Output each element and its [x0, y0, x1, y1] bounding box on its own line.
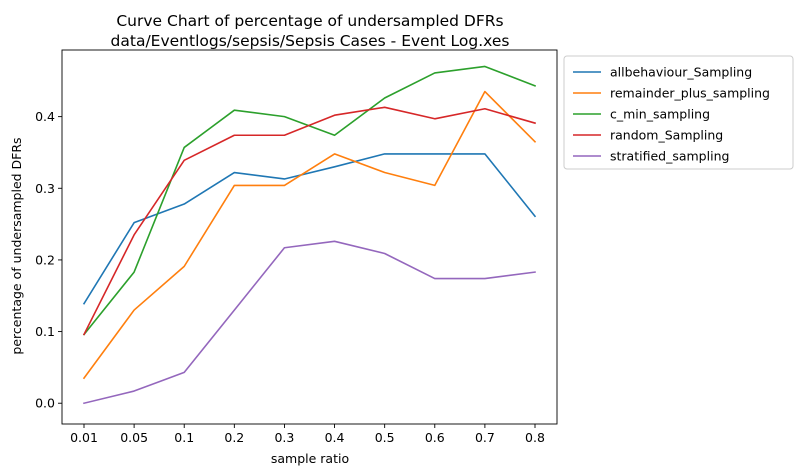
plot-frame [61, 49, 558, 425]
x-tick-label: 0.4 [325, 430, 345, 445]
legend: allbehaviour_Sampling remainder_plus_samp… [563, 55, 794, 170]
chart-subtitle: data/Eventlogs/sepsis/Sepsis Cases - Eve… [111, 32, 510, 50]
x-tick-label: 0.3 [274, 430, 294, 445]
x-tick-label: 0.8 [525, 430, 545, 445]
y-tick-label: 0.2 [35, 252, 55, 267]
legend-label-random_Sampling: random_Sampling [610, 128, 723, 143]
legend-label-c_min_sampling: c_min_sampling [610, 107, 710, 122]
series-line-remainder_plus_sampling [82, 90, 537, 380]
x-tick-label: 0.05 [120, 430, 148, 445]
legend-label-remainder_plus_sampling: remainder_plus_sampling [610, 86, 770, 101]
series-line-random_Sampling [82, 106, 536, 336]
x-tick-label: 0.6 [425, 430, 445, 445]
y-tick-label: 0.4 [35, 109, 55, 124]
x-tick-label: 0.1 [174, 430, 194, 445]
plot-area: 0.01 0.05 0.1 0.2 0.3 0.4 0.5 0.6 0.7 0.8 0.0 0.1 0.… [35, 49, 558, 445]
y-tick-label: 0.3 [35, 181, 55, 196]
y-axis-label: percentage of undersampled DFRs [9, 137, 24, 354]
series-line-stratified_sampling [83, 240, 536, 405]
series-line-allbehaviour_Sampling [82, 153, 537, 305]
x-tick-label: 0.7 [475, 430, 495, 445]
y-tick-label: 0.1 [35, 324, 55, 339]
y-tick-label: 0.0 [35, 396, 55, 411]
legend-label-stratified_sampling: stratified_sampling [610, 149, 729, 164]
x-tick-label: 0.01 [70, 430, 98, 445]
x-axis-label: sample ratio [271, 451, 349, 466]
x-tick-label: 0.5 [375, 430, 395, 445]
x-tick-label: 0.2 [224, 430, 244, 445]
legend-label-allbehaviour_Sampling: allbehaviour_Sampling [610, 65, 752, 80]
legend-frame [563, 55, 794, 170]
chart-title: Curve Chart of percentage of undersample… [116, 12, 503, 30]
